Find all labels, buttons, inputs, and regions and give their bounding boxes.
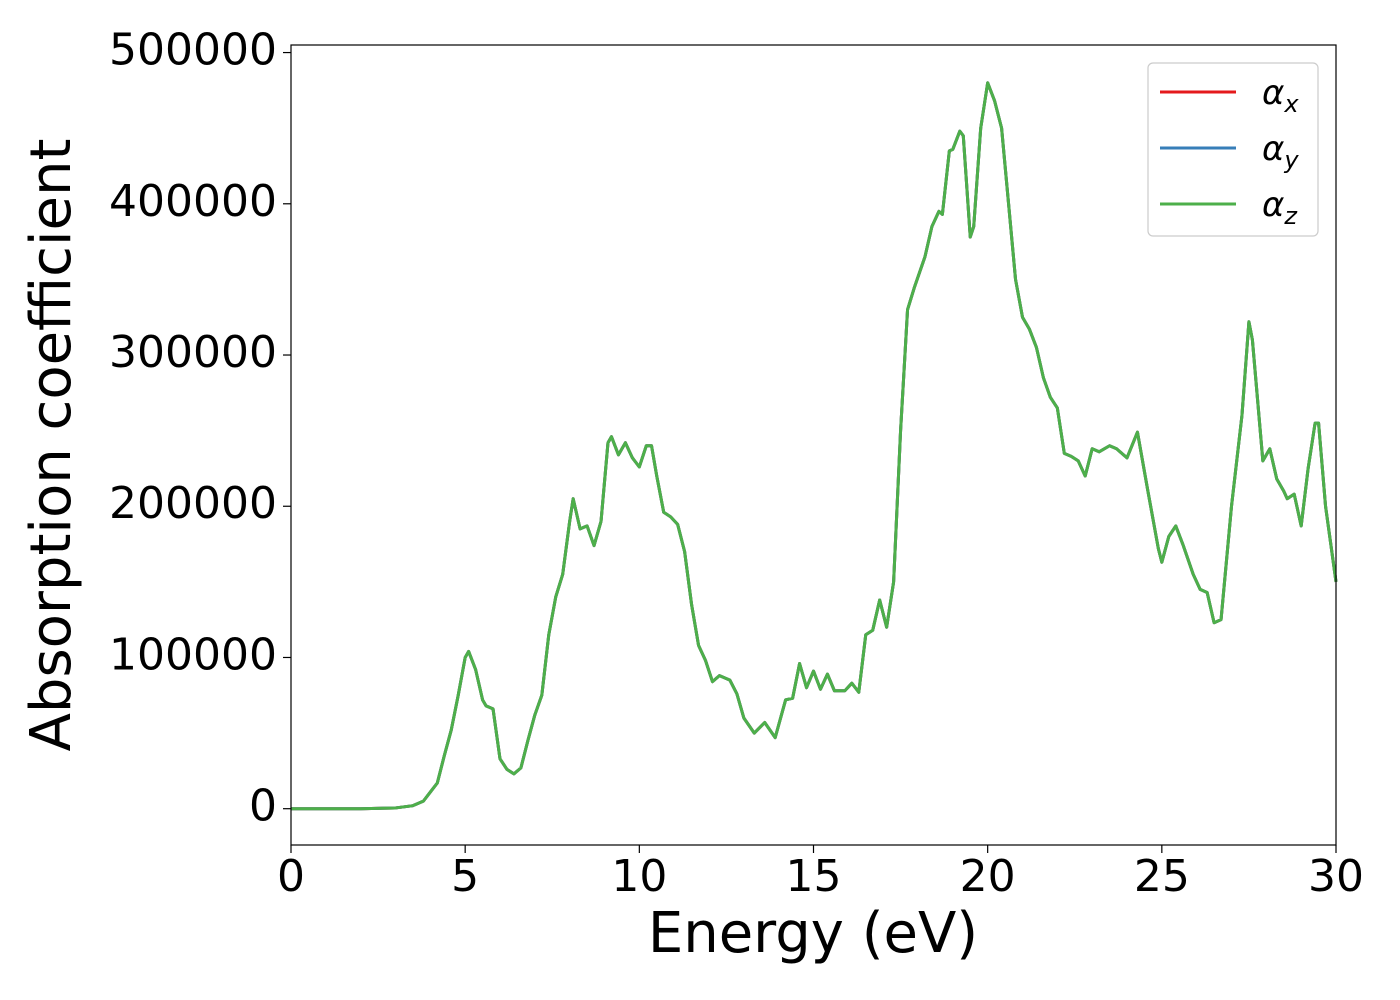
legend-label: αy (1262, 129, 1299, 174)
x-tick-label: 10 (611, 851, 667, 902)
legend: αx αy αz (1147, 62, 1319, 237)
y-tick-label: 100000 (109, 629, 277, 680)
x-tick-label: 25 (1134, 851, 1190, 902)
x-tick-label: 15 (786, 851, 842, 902)
plot-frame (290, 44, 1337, 846)
x-tick-label: 5 (451, 851, 479, 902)
y-tick-label: 0 (249, 781, 277, 832)
y-tick-label: 300000 (109, 327, 277, 378)
legend-label: αz (1262, 185, 1298, 230)
y-tick-label: 500000 (109, 25, 277, 76)
data-line (291, 81, 1338, 811)
x-tick-label: 0 (277, 851, 305, 902)
y-tick-label: 400000 (109, 176, 277, 227)
x-tick-label: 20 (960, 851, 1016, 902)
x-axis-label: Energy (eV) (648, 901, 978, 966)
x-tick-label: 30 (1308, 851, 1364, 902)
y-tick-label: 200000 (109, 478, 277, 529)
legend-label: αx (1262, 73, 1299, 118)
y-axis-label: Absorption coefficient (19, 139, 84, 752)
